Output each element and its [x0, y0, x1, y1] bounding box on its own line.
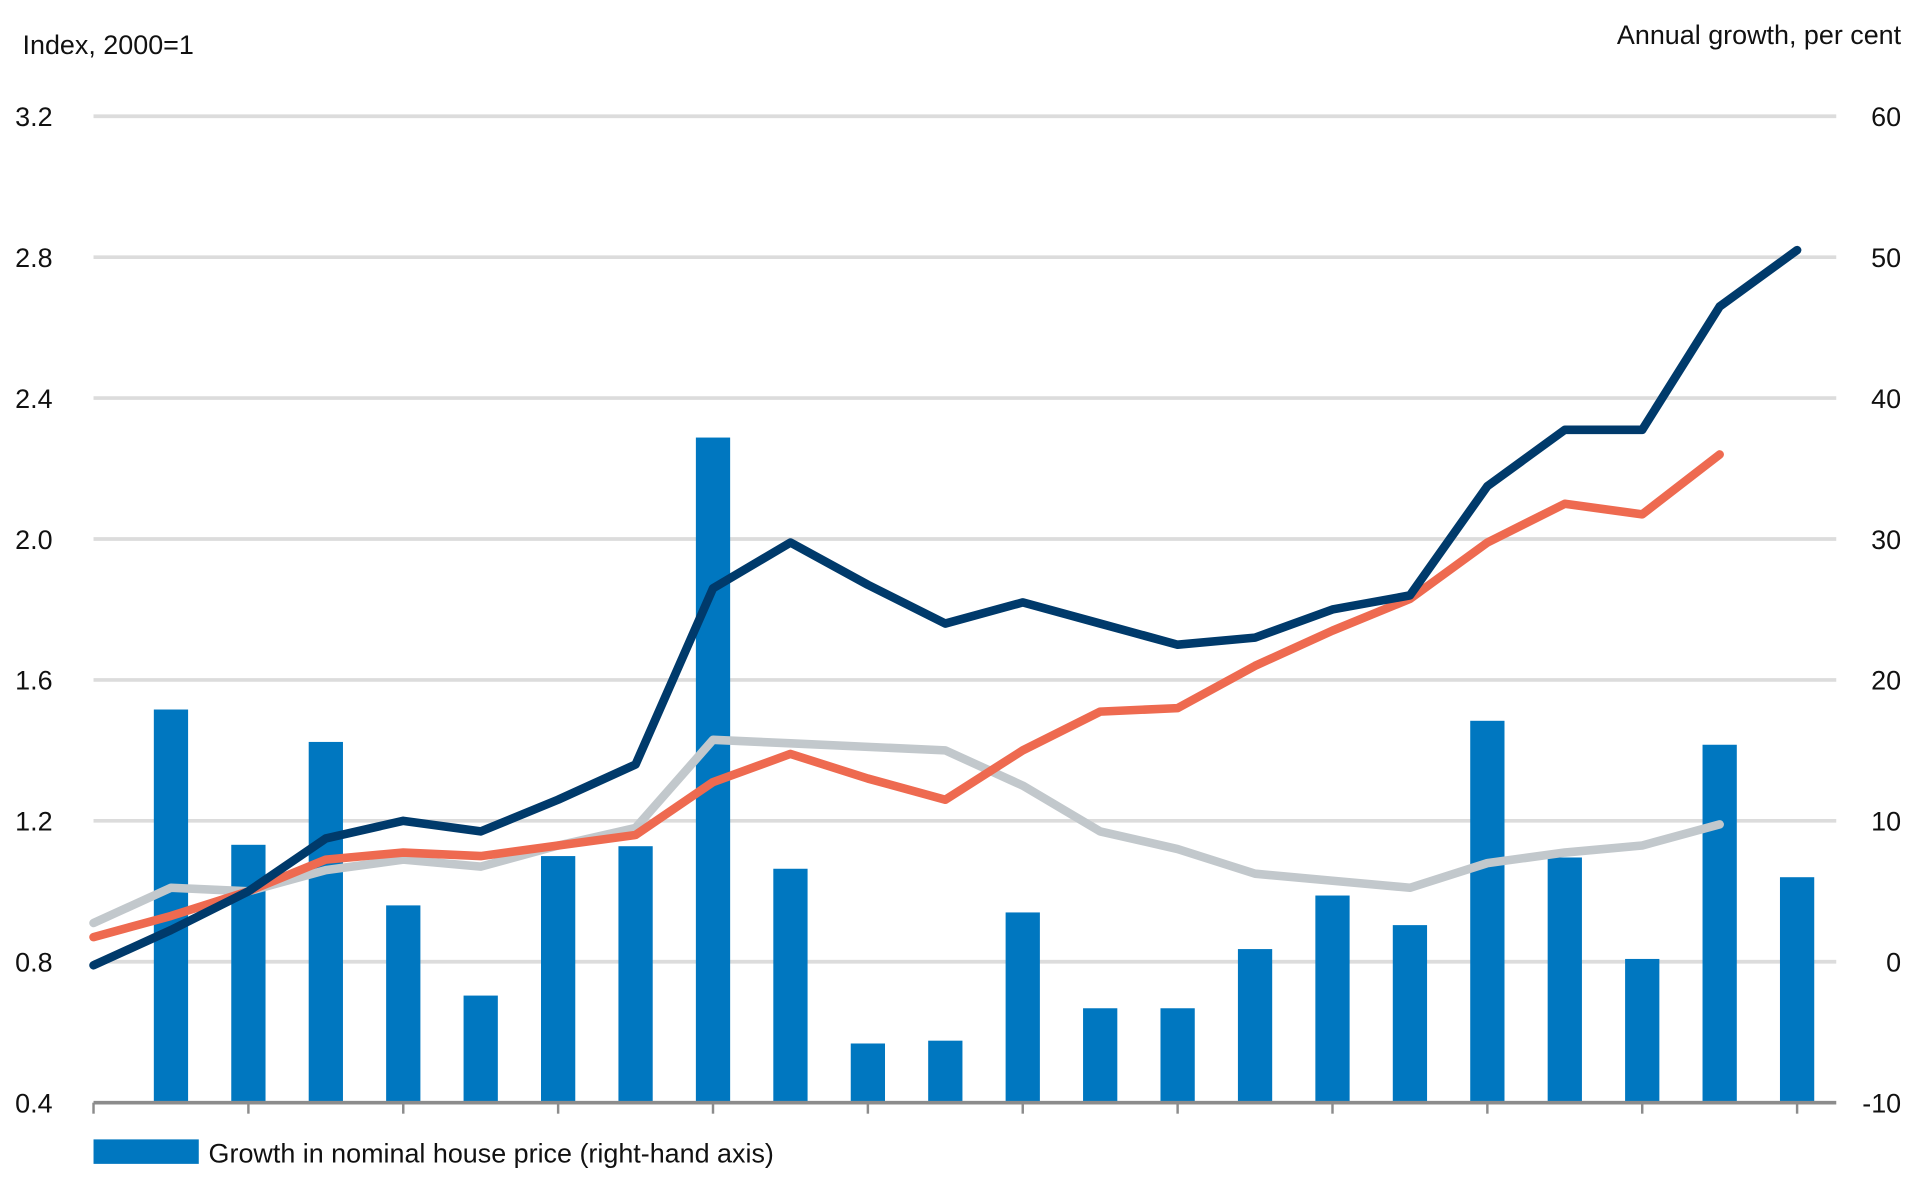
- right-axis-label: Annual growth, per cent: [1617, 20, 1902, 50]
- right-tick-label: 20: [1871, 666, 1901, 696]
- left-tick-label: 0.4: [15, 1088, 52, 1118]
- left-tick-label: 2.8: [15, 243, 52, 273]
- bar: [618, 846, 653, 1103]
- right-tick-label: 50: [1871, 243, 1901, 273]
- bar: [1470, 720, 1505, 1103]
- right-tick-label: 10: [1871, 807, 1901, 837]
- bar: [850, 1043, 886, 1103]
- bar: [1315, 895, 1350, 1103]
- left-tick-label: 1.6: [15, 666, 52, 696]
- left-tick-label: 2.4: [15, 384, 52, 414]
- bar: [1779, 877, 1815, 1103]
- bar: [1083, 1008, 1118, 1103]
- right-tick-label: 60: [1871, 102, 1901, 132]
- right-tick-label: 40: [1871, 384, 1901, 414]
- bar: [1547, 857, 1582, 1103]
- bar: [308, 741, 343, 1103]
- legend-label-bars: Growth in nominal house price (right-han…: [209, 1139, 774, 1169]
- left-axis-label: Index, 2000=1: [23, 30, 194, 60]
- bar: [1392, 925, 1428, 1103]
- bar: [928, 1040, 963, 1103]
- line-series-1: [89, 450, 1724, 942]
- bar: [1702, 744, 1737, 1103]
- right-tick-label: 30: [1871, 525, 1901, 555]
- right-tick-label: 0: [1886, 948, 1901, 978]
- bar: [386, 905, 421, 1103]
- left-tick-label: 3.2: [15, 102, 52, 132]
- bar: [1625, 958, 1660, 1103]
- line-series-0: [89, 245, 1802, 970]
- line-series: [89, 245, 1802, 970]
- bar: [773, 868, 808, 1103]
- legend-swatch-bars: [93, 1139, 199, 1164]
- bar: [1237, 949, 1273, 1103]
- tick-labels: 0.4 0.8 1.2 1.6 2.0 2.4 2.8 3.2 -10 0 10 20 30 40 50 60: [15, 102, 1901, 1118]
- bar: [695, 437, 731, 1103]
- right-tick-label: -10: [1862, 1088, 1901, 1118]
- left-tick-label: 0.8: [15, 948, 52, 978]
- bar: [1160, 1008, 1195, 1103]
- bar: [153, 709, 189, 1103]
- left-tick-label: 2.0: [15, 525, 52, 555]
- left-tick-label: 1.2: [15, 807, 52, 837]
- line-series-2: [89, 735, 1724, 928]
- bar: [463, 995, 498, 1103]
- x-axis: [92, 1100, 1837, 1114]
- legend: Growth in nominal house price (right-han…: [93, 1139, 774, 1169]
- bar: [541, 856, 576, 1103]
- bar: [1005, 912, 1040, 1103]
